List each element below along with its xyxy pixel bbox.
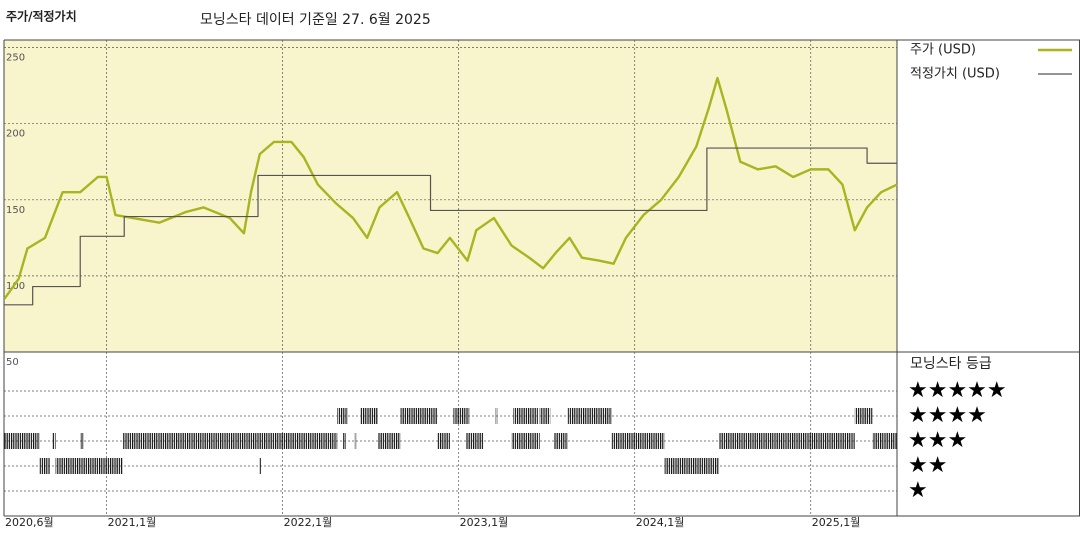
x-tick-label: 2023,1월 — [460, 516, 509, 529]
rating-segment — [553, 433, 568, 449]
rating-level: ★★★★ — [908, 403, 987, 428]
rating-segment — [400, 408, 438, 424]
rating-segment — [664, 458, 720, 474]
rating-segment — [539, 408, 551, 424]
chart-title: 주가/적정가치 — [6, 9, 77, 24]
y-tick-label: 150 — [6, 205, 25, 216]
plot-background — [4, 40, 897, 352]
ratings-title: 모닝스타 등급 — [910, 356, 992, 372]
series-line — [3, 76, 898, 300]
rating-segment — [377, 433, 401, 449]
series-line — [4, 147, 897, 306]
y-tick-label: 200 — [6, 129, 25, 140]
rating-segment — [567, 408, 612, 424]
rating-segment — [453, 408, 470, 424]
y-tick-label: 50 — [6, 357, 19, 368]
x-tick-label: 2020,6월 — [5, 516, 54, 529]
rating-segment — [611, 433, 665, 449]
y-tick-label: 100 — [6, 281, 25, 292]
rating-segment — [495, 408, 498, 424]
rating-segment — [437, 433, 450, 449]
rating-level: ★★ — [908, 453, 947, 478]
x-tick-label: 2022,1월 — [284, 516, 333, 529]
rating-segment — [854, 408, 873, 424]
rating-level: ★ — [908, 478, 928, 503]
rating-level: ★★★ — [908, 428, 967, 453]
rating-segment — [342, 433, 347, 449]
rating-segment — [465, 433, 484, 449]
rating-segment — [259, 458, 262, 474]
rating-segment — [4, 433, 40, 449]
y-tick-label: 250 — [6, 53, 25, 64]
rating-segment — [511, 433, 540, 449]
rating-segment — [719, 433, 855, 449]
chart-subtitle: 모닝스타 데이터 기준일 27. 6월 2025 — [200, 12, 431, 28]
rating-segment — [872, 433, 897, 449]
rating-segment — [360, 408, 378, 424]
legend-label: 적정가치 (USD) — [910, 67, 1000, 82]
rating-segment — [55, 458, 123, 474]
x-tick-label: 2021,1월 — [108, 516, 157, 529]
rating-segment — [52, 433, 56, 449]
rating-segment — [122, 433, 338, 449]
rating-segment — [80, 433, 84, 449]
x-tick-label: 2024,1월 — [636, 516, 685, 529]
rating-segment — [39, 458, 51, 474]
legend-label: 주가 (USD) — [910, 43, 976, 58]
rating-segment — [337, 408, 348, 424]
x-tick-label: 2025,1월 — [812, 516, 861, 529]
rating-level: ★★★★★ — [908, 378, 1007, 403]
rating-segment — [513, 408, 538, 424]
rating-segment — [354, 433, 357, 449]
